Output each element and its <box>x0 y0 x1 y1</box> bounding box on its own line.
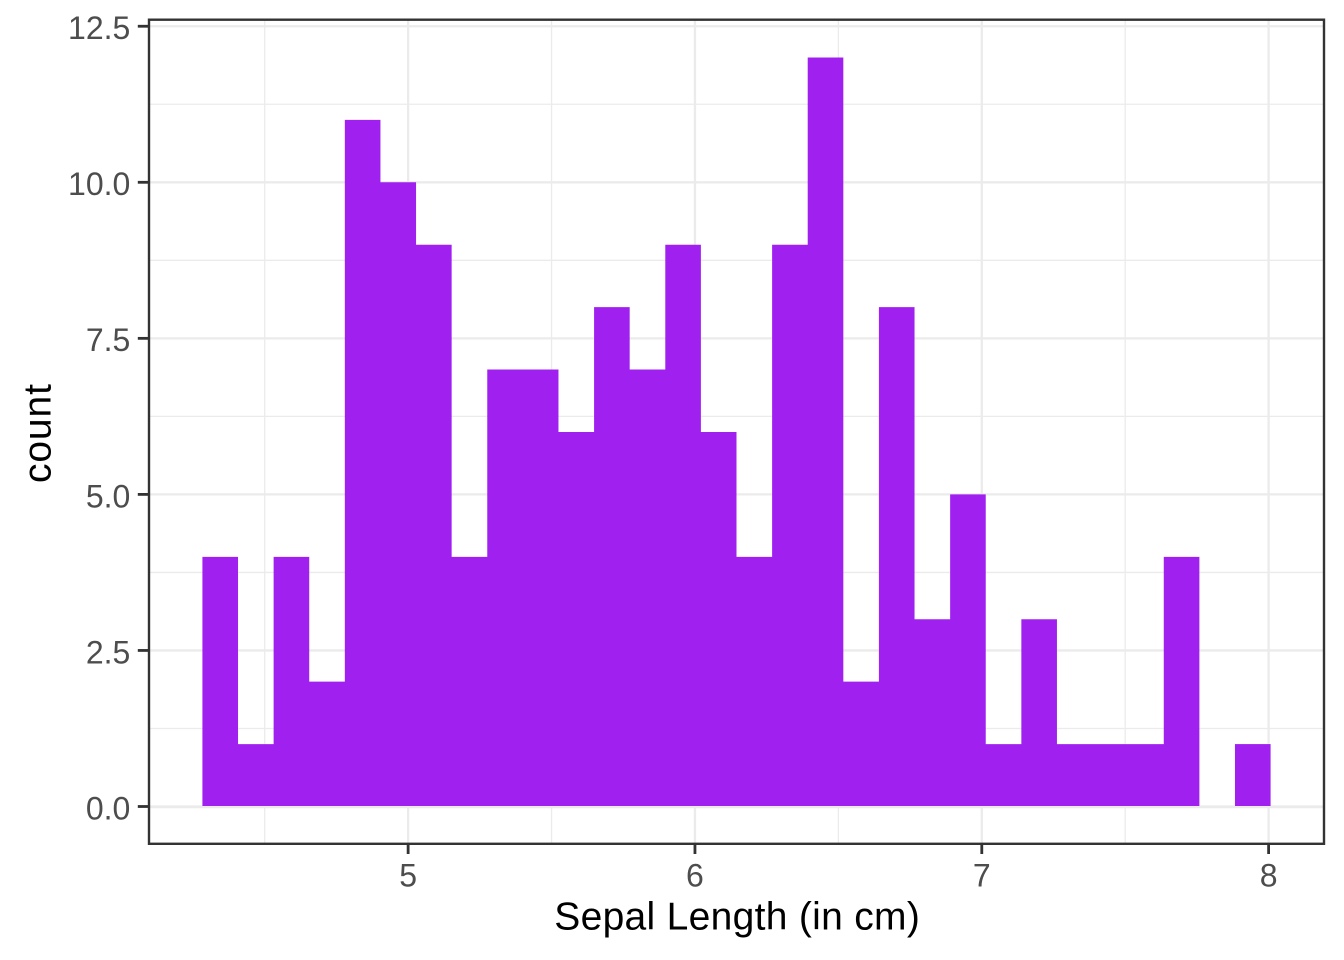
svg-text:2.5: 2.5 <box>86 634 130 670</box>
svg-text:count: count <box>16 383 59 483</box>
svg-text:5: 5 <box>399 858 417 894</box>
svg-text:0.0: 0.0 <box>86 790 130 826</box>
svg-text:7.5: 7.5 <box>86 322 130 358</box>
svg-text:10.0: 10.0 <box>68 166 130 202</box>
svg-text:12.5: 12.5 <box>68 10 130 46</box>
svg-text:6: 6 <box>686 858 704 894</box>
svg-text:5.0: 5.0 <box>86 478 130 514</box>
svg-text:Sepal Length (in cm): Sepal Length (in cm) <box>554 896 920 939</box>
svg-text:8: 8 <box>1260 858 1278 894</box>
svg-text:7: 7 <box>973 858 991 894</box>
